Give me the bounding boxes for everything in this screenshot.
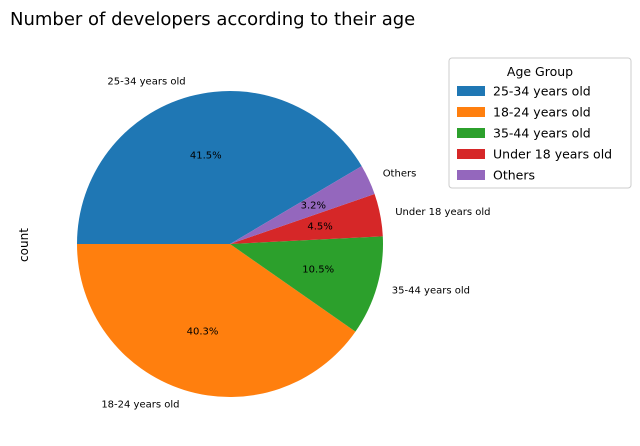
- slice-labels: 25-34 years old 18-24 years old 35-44 year…: [101, 77, 490, 411]
- legend-label-others: Others: [493, 168, 535, 183]
- legend-swatch-35-44-years-old: [457, 128, 485, 138]
- pct-label-18-24-years-old: 40.3%: [187, 327, 219, 338]
- pie-slice-18-24-years-old: [77, 244, 356, 397]
- legend-swatch-25-34-years-old: [457, 86, 485, 96]
- chart-title: Number of developers according to their …: [10, 9, 415, 30]
- legend-items: 25-34 years old 18-24 years old 35-44 year…: [457, 84, 612, 183]
- slice-label-18-24-years-old: 18-24 years old: [101, 400, 179, 411]
- legend-label-18-24-years-old: 18-24 years old: [493, 105, 591, 120]
- slice-label-25-34-years-old: 25-34 years old: [107, 77, 185, 88]
- legend-swatch-18-24-years-old: [457, 107, 485, 117]
- pie-slices: [77, 91, 384, 397]
- legend-frame: [448, 57, 632, 189]
- pie-slice-under-18-years-old: [230, 193, 383, 244]
- pct-label-others: 3.2%: [301, 200, 326, 211]
- pie-slice-35-44-years-old: [230, 236, 384, 332]
- legend-swatch-under-18-years-old: [457, 149, 485, 159]
- legend-label-35-44-years-old: 35-44 years old: [493, 126, 591, 141]
- legend-label-25-34-years-old: 25-34 years old: [493, 84, 591, 99]
- slice-label-35-44-years-old: 35-44 years old: [392, 285, 470, 296]
- legend-label-under-18-years-old: Under 18 years old: [493, 147, 612, 162]
- legend: Age Group 25-34 years old 18-24 years old…: [448, 57, 632, 189]
- legend-swatch-others: [457, 170, 485, 180]
- pct-label-25-34-years-old: 41.5%: [190, 151, 222, 162]
- pie-slice-25-34-years-old: [77, 91, 362, 244]
- legend-title: Age Group: [507, 64, 573, 79]
- pct-label-under-18-years-old: 4.5%: [307, 222, 332, 233]
- percentage-labels: 41.5% 40.3% 10.5% 4.5% 3.2%: [187, 151, 334, 338]
- y-axis-label: count: [17, 228, 31, 262]
- pct-label-35-44-years-old: 10.5%: [302, 264, 334, 275]
- slice-label-others: Others: [383, 168, 417, 179]
- pie-slice-others: [230, 166, 375, 244]
- slice-label-under-18-years-old: Under 18 years old: [395, 207, 490, 218]
